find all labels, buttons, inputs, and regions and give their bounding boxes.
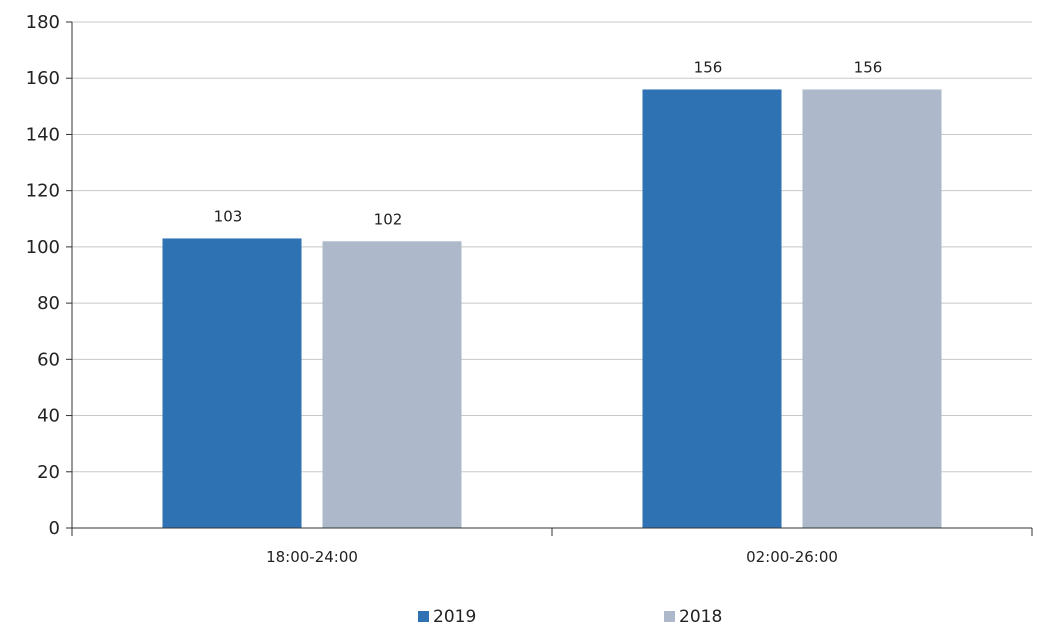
y-tick-label: 60	[37, 349, 60, 370]
y-tick-label: 40	[37, 406, 60, 427]
data-label: 103	[214, 207, 243, 225]
y-tick-label: 80	[37, 293, 60, 314]
labels: 0 20 40 60 80 100 120 140 160 180 103 102 18:00-24:0…	[26, 12, 883, 566]
bar-2019-1	[642, 89, 782, 528]
bars	[162, 89, 942, 528]
y-tick-label: 0	[49, 518, 60, 539]
x-category-label: 18:00-24:00	[266, 548, 358, 566]
bar-2019-0	[162, 238, 302, 528]
legend-label: 2019	[433, 607, 476, 627]
data-label: 102	[374, 210, 403, 228]
legend: 2019 2018	[418, 607, 722, 627]
bar-2018-1	[802, 89, 942, 528]
y-tick-label: 180	[26, 12, 60, 33]
legend-swatch	[418, 611, 429, 622]
y-tick-label: 140	[26, 124, 60, 145]
legend-swatch	[664, 611, 675, 622]
data-label: 156	[854, 58, 883, 76]
bar-2018-0	[322, 241, 462, 528]
y-tick-label: 100	[26, 237, 60, 258]
x-category-label: 02:00-26:00	[746, 548, 838, 566]
y-tick-label: 120	[26, 181, 60, 202]
y-tick-label: 20	[37, 462, 60, 483]
data-label: 156	[694, 58, 723, 76]
axes	[66, 21, 1033, 536]
y-tick-label: 160	[26, 68, 60, 89]
legend-label: 2018	[679, 607, 722, 627]
